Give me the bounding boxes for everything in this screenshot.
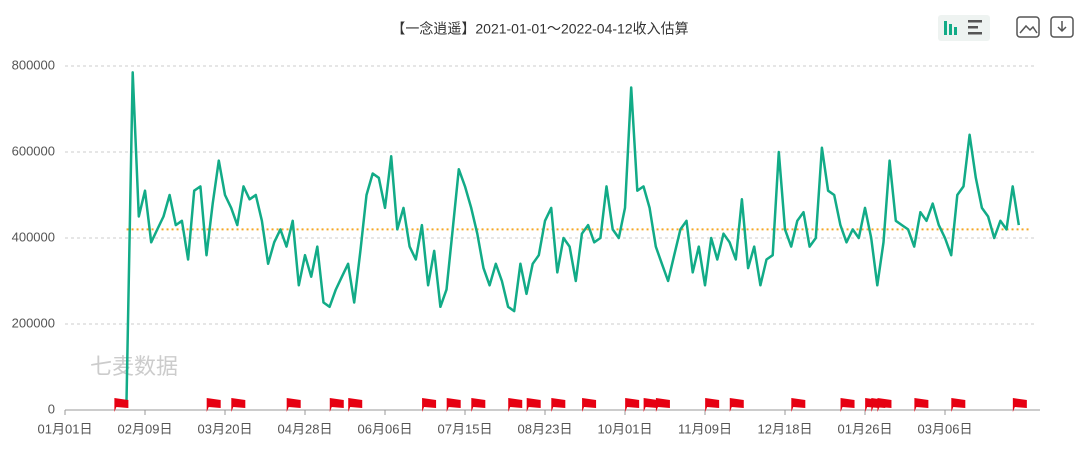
x-tick-label: 04月28日 [278,421,333,436]
icon [968,32,982,35]
event-flag [446,398,461,412]
download-button[interactable] [1050,16,1074,38]
x-tick-label: 02月09日 [118,421,173,436]
watermark: 七麦数据 [90,354,178,379]
x-tick-label: 12月18日 [758,421,813,436]
x-tick-label: 06月06日 [358,421,413,436]
chart-title: 【一念逍遥】2021-01-01～2022-04-12收入估算 [391,21,688,37]
y-tick-label: 400000 [12,229,55,244]
event-flag [705,398,720,412]
event-flag [643,398,658,412]
x-tick-label: 08月23日 [518,421,573,436]
image-button[interactable] [1016,16,1040,38]
event-flag [329,398,344,412]
x-tick-label: 01月01日 [38,421,93,436]
event-flag [877,398,892,412]
y-tick-label: 200000 [12,315,55,330]
y-tick-label: 600000 [12,143,55,158]
x-tick-label: 11月09日 [678,421,732,436]
event-flag [951,398,966,412]
icon [1019,24,1038,34]
icon [944,21,947,35]
event-flag [582,398,597,412]
icon [968,26,978,29]
icon [949,24,952,35]
event-flag [508,398,523,412]
icon [1057,21,1067,33]
event-flag [422,398,437,412]
icon [968,20,982,23]
event-flag [729,398,744,412]
event-flag [348,398,363,412]
event-flag [231,398,246,412]
event-flag [655,398,670,412]
event-flag [914,398,929,412]
event-flag [840,398,855,412]
event-flag [114,398,129,412]
event-flag [286,398,301,412]
event-flag [471,398,486,412]
x-tick-label: 03月20日 [198,421,253,436]
icon [954,27,957,35]
x-tick-label: 03月06日 [918,421,973,436]
event-flag [1012,398,1027,412]
x-tick-label: 07月15日 [438,421,493,436]
event-flag [791,398,806,412]
series-line [125,71,1021,402]
x-tick-label: 10月01日 [598,421,653,436]
event-flag [551,398,566,412]
toolbar [938,15,1074,41]
event-flag [625,398,640,412]
event-flag [526,398,541,412]
event-flag [206,398,221,412]
x-tick-label: 01月26日 [838,421,893,436]
y-tick-label: 0 [48,401,55,416]
y-tick-label: 800000 [12,57,55,72]
